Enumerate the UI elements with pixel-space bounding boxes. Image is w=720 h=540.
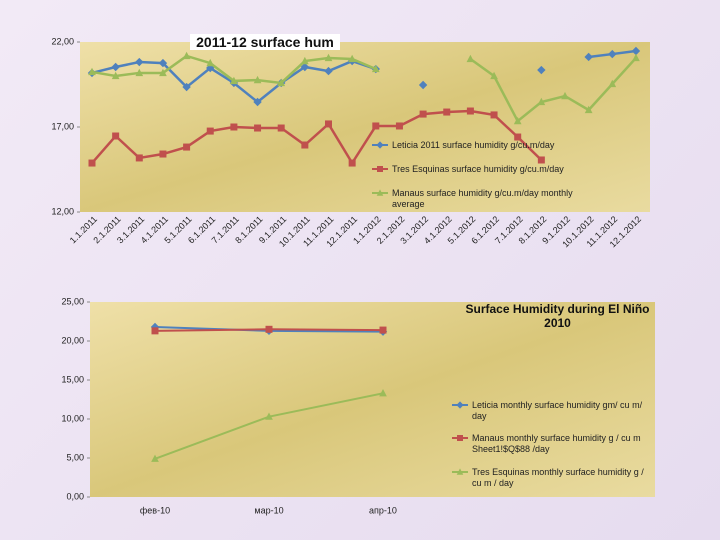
marker [301, 141, 309, 149]
series-line [91, 109, 543, 166]
y-tick-label: 15,00 [61, 374, 84, 384]
marker [418, 80, 428, 90]
marker [111, 62, 120, 72]
marker [419, 110, 427, 118]
marker [561, 91, 569, 100]
plot-area [90, 302, 655, 497]
marker [631, 46, 641, 56]
marker [466, 107, 474, 115]
marker [632, 53, 640, 62]
plot-area [80, 42, 650, 212]
marker [300, 62, 310, 72]
marker [111, 71, 120, 80]
marker [182, 51, 191, 60]
y-tick-label: 10,00 [61, 413, 84, 423]
marker [456, 401, 464, 409]
marker [348, 159, 356, 167]
chart-title: 2011-12 surface hum [190, 34, 340, 50]
y-tick-label: 20,00 [61, 335, 84, 345]
marker [379, 326, 387, 334]
marker [537, 156, 545, 164]
x-tick-label: апр-10 [369, 505, 397, 515]
marker [265, 412, 273, 420]
marker [183, 143, 191, 151]
y-tick-label: 25,00 [61, 296, 84, 306]
y-tick-label: 5,00 [66, 452, 84, 462]
marker [151, 454, 159, 462]
marker [513, 116, 522, 125]
marker [88, 67, 96, 76]
marker [372, 122, 380, 130]
marker [158, 58, 168, 68]
legend-label: Manaus monthly surface humidity g / cu m… [472, 433, 641, 454]
marker [277, 78, 286, 87]
marker [325, 120, 332, 128]
marker [159, 150, 167, 158]
marker [206, 63, 215, 73]
marker [150, 322, 160, 332]
marker [608, 79, 617, 88]
legend-label: Manaus surface humidity g/cu.m/day month… [392, 188, 573, 209]
marker [88, 159, 96, 167]
marker [182, 82, 191, 92]
marker [443, 108, 451, 116]
marker [277, 124, 285, 132]
legend-label: Tres Esquinas surface humidity g/cu.m/da… [392, 164, 564, 174]
marker [584, 52, 593, 62]
marker [254, 124, 262, 132]
legend-label: Leticia 2011 surface humidity g/cu.m/day [392, 140, 555, 150]
marker [253, 97, 262, 107]
marker [151, 327, 159, 335]
marker [206, 127, 214, 135]
marker [230, 123, 238, 131]
marker [371, 64, 380, 73]
marker [457, 435, 463, 441]
y-tick-label: 17,00 [51, 121, 74, 131]
marker [135, 68, 144, 77]
marker [466, 54, 475, 63]
marker [537, 97, 546, 106]
marker [376, 141, 384, 149]
marker [159, 68, 167, 77]
marker [135, 154, 143, 162]
marker [584, 105, 593, 114]
x-tick-label: мар-10 [254, 505, 283, 515]
marker [324, 53, 333, 62]
chart-title: Surface Humidity during El Niño 2010 [465, 302, 650, 330]
marker [230, 76, 238, 85]
marker [395, 122, 403, 130]
legend-label: Tres Esquinas monthly surface humidity g… [472, 467, 644, 488]
marker [377, 166, 383, 172]
marker [608, 49, 617, 59]
marker [324, 66, 333, 76]
x-tick-label: фев-10 [140, 505, 170, 515]
marker [379, 389, 387, 397]
marker [537, 65, 546, 75]
marker [456, 468, 464, 475]
marker [490, 71, 498, 80]
marker [301, 56, 309, 65]
marker [206, 58, 215, 67]
marker [253, 75, 262, 84]
marker [135, 57, 144, 67]
marker [348, 54, 356, 63]
marker [376, 189, 384, 196]
y-tick-label: 12,00 [51, 206, 74, 216]
legend-label: Leticia monthly surface humidity gm/ cu … [472, 400, 643, 421]
marker [112, 132, 120, 140]
y-tick-label: 22,00 [51, 36, 74, 46]
y-tick-label: 0,00 [66, 491, 84, 501]
marker [490, 111, 498, 119]
marker [514, 133, 522, 141]
marker [265, 325, 273, 333]
